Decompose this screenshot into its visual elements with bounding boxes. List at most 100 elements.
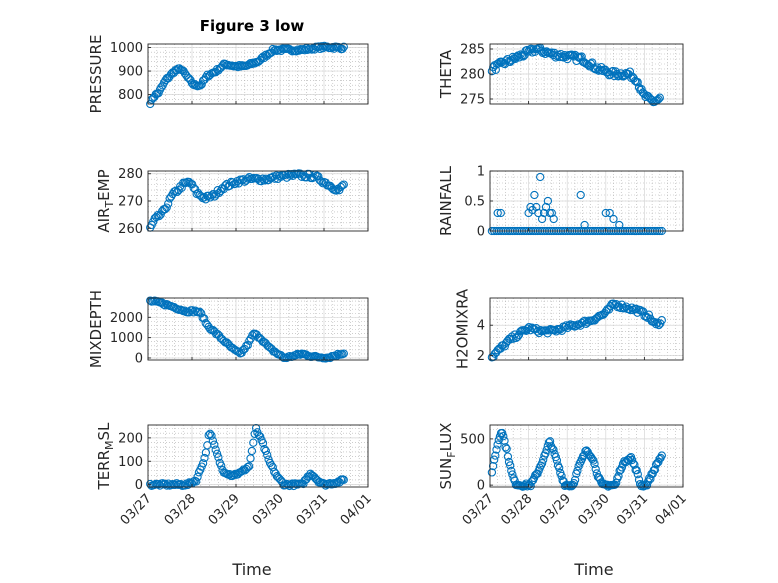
- data-point: [272, 472, 282, 481]
- data-point: [494, 59, 503, 68]
- data-point: [591, 464, 600, 474]
- data-point: [615, 220, 624, 230]
- data-point: [627, 455, 637, 465]
- y-tick-label: 800: [118, 88, 143, 103]
- data-point: [208, 436, 218, 445]
- data-point: [525, 45, 534, 54]
- data-point: [339, 180, 348, 189]
- y-tick-label: 0: [477, 479, 485, 494]
- data-point: [594, 473, 604, 482]
- data-point: [493, 208, 502, 218]
- data-point: [537, 459, 547, 468]
- data-point: [339, 475, 348, 484]
- data-point: [541, 202, 551, 212]
- data-point: [212, 449, 222, 458]
- x-tick-label: 03/27: [460, 491, 497, 528]
- y-tick-label: 500: [460, 432, 485, 447]
- data-point: [492, 445, 501, 454]
- axes-box: [489, 424, 684, 488]
- data-point: [534, 208, 543, 218]
- data-point: [285, 171, 294, 180]
- data-point: [537, 214, 547, 224]
- data-point: [507, 466, 516, 476]
- y-tick-label: 0: [135, 478, 143, 493]
- data-point: [543, 196, 553, 206]
- data-point: [588, 454, 597, 464]
- data-point: [211, 445, 220, 454]
- data-point: [530, 190, 539, 200]
- data-point: [310, 473, 319, 482]
- data-point: [657, 451, 666, 460]
- data-point: [164, 199, 173, 208]
- data-point: [487, 468, 497, 477]
- data-point: [164, 74, 173, 83]
- data-point: [193, 472, 202, 481]
- data-point: [609, 214, 618, 224]
- data-point: [192, 477, 201, 486]
- subplot-rainfall: 0 0.5 1 RAINFALL: [437, 165, 684, 240]
- subplot-pressure: 800 900 1000 PRESSURE: [87, 35, 369, 114]
- data-point: [568, 480, 578, 490]
- data-point: [557, 471, 566, 481]
- data-point: [547, 208, 556, 218]
- x-tick-label: 03/28: [162, 491, 199, 528]
- y-tick-label: 900: [118, 65, 143, 80]
- data-point: [552, 327, 561, 336]
- data-point: [210, 440, 219, 449]
- subplot-h2omixra: 2 4 H2OMIXRA: [454, 288, 684, 369]
- data-point: [242, 464, 251, 474]
- data-point: [317, 177, 326, 186]
- data-point: [508, 52, 517, 62]
- y-tick-label: 4: [477, 319, 485, 334]
- data-point: [648, 469, 657, 478]
- data-point: [198, 459, 208, 468]
- data-point: [488, 461, 498, 471]
- data-point: [655, 93, 664, 102]
- y-tick-label: 280: [460, 68, 485, 83]
- y-axis-label: PRESSURE: [87, 35, 105, 114]
- y-axis-label: THETA: [437, 49, 455, 99]
- data-point: [338, 181, 347, 190]
- data-point: [575, 459, 584, 468]
- y-tick-label: 100: [118, 455, 143, 470]
- data-point: [633, 78, 642, 87]
- data-point: [249, 438, 258, 447]
- x-axis-label-left: Time: [231, 560, 271, 579]
- x-tick-label: 04/01: [338, 491, 375, 528]
- x-tick-label: 03/29: [537, 491, 574, 528]
- data-point: [204, 191, 213, 200]
- y-tick-label: 260: [118, 222, 143, 237]
- y-tick-label: 285: [460, 43, 485, 58]
- data-point: [333, 349, 342, 359]
- y-tick-label: 200: [118, 431, 143, 446]
- data-point: [502, 444, 511, 453]
- data-point: [592, 469, 601, 478]
- data-point: [153, 210, 162, 220]
- data-point: [205, 429, 215, 438]
- y-axis-label: SUNFLUX: [437, 423, 458, 490]
- data-point: [543, 441, 552, 451]
- axes-box: [489, 297, 684, 361]
- y-tick-label: 0: [135, 351, 143, 366]
- data-point: [569, 52, 579, 61]
- y-axis-label: AIRTEMP: [95, 169, 116, 232]
- data-point: [188, 306, 197, 315]
- data-point: [491, 451, 500, 460]
- x-tick-label: 03/31: [294, 491, 331, 528]
- data-point: [231, 469, 240, 479]
- y-tick-label: 2: [477, 349, 485, 364]
- data-point: [200, 453, 209, 463]
- data-point: [265, 49, 275, 58]
- data-point: [197, 80, 206, 89]
- y-axis-label: RAINFALL: [437, 165, 455, 236]
- data-point: [217, 461, 226, 470]
- data-point: [331, 479, 340, 489]
- data-point: [586, 59, 596, 68]
- data-point: [539, 208, 549, 218]
- data-point: [196, 81, 205, 90]
- x-tick-label: 03/30: [250, 491, 287, 528]
- data-point: [632, 466, 641, 475]
- y-axis-label: MIXDEPTH: [87, 290, 105, 368]
- data-point: [244, 462, 254, 471]
